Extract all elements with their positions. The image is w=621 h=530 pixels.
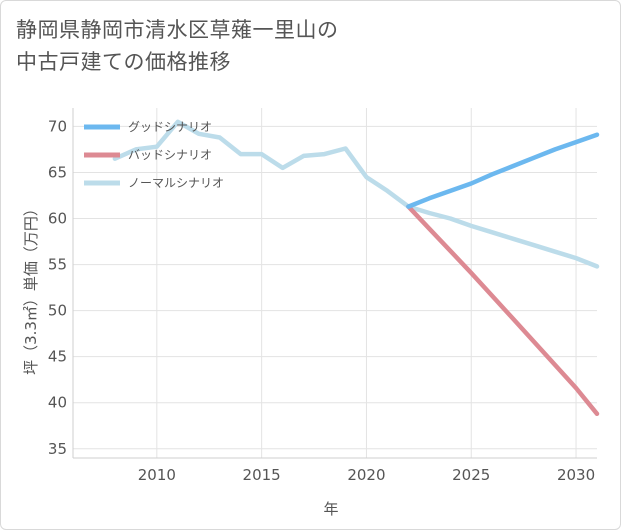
y-tick-label: 45 [48,348,67,366]
y-tick-label: 40 [48,394,67,412]
chart-title-line-1: 静岡県静岡市清水区草薙一里山の [16,18,339,42]
y-axis-title: 坪（3.3㎡）単価（万円） [22,201,40,375]
legend-label: ノーマルシナリオ [128,176,224,190]
x-tick-label: 2030 [557,466,595,484]
series-line-bad [406,204,600,417]
y-tick-label: 35 [48,440,67,458]
chart-title-line-2: 中古戸建ての価格推移 [16,50,231,74]
grid-lines [73,108,597,458]
x-tick-label: 2025 [452,466,490,484]
axes: 2010 2015 2020 2025 2030 35 40 45 50 55 60 65 70 [48,108,597,484]
series-lines [112,119,600,417]
y-tick-label: 65 [48,163,67,181]
series-line-good [406,132,600,209]
series-line-normal [112,119,600,269]
y-tick-label: 50 [48,302,67,320]
chart-title: 静岡県静岡市清水区草薙一里山の 中古戸建ての価格推移 [16,14,536,78]
legend-label: バッドシナリオ [128,148,212,162]
x-tick-label: 2015 [243,466,281,484]
x-axis-title: 年 [323,500,338,518]
y-tick-label: 70 [48,117,67,135]
legend-label: グッドシナリオ [128,120,212,134]
y-tick-label: 60 [48,210,67,228]
x-tick-label: 2020 [347,466,385,484]
y-tick-label: 55 [48,256,67,274]
x-tick-label: 2010 [138,466,176,484]
